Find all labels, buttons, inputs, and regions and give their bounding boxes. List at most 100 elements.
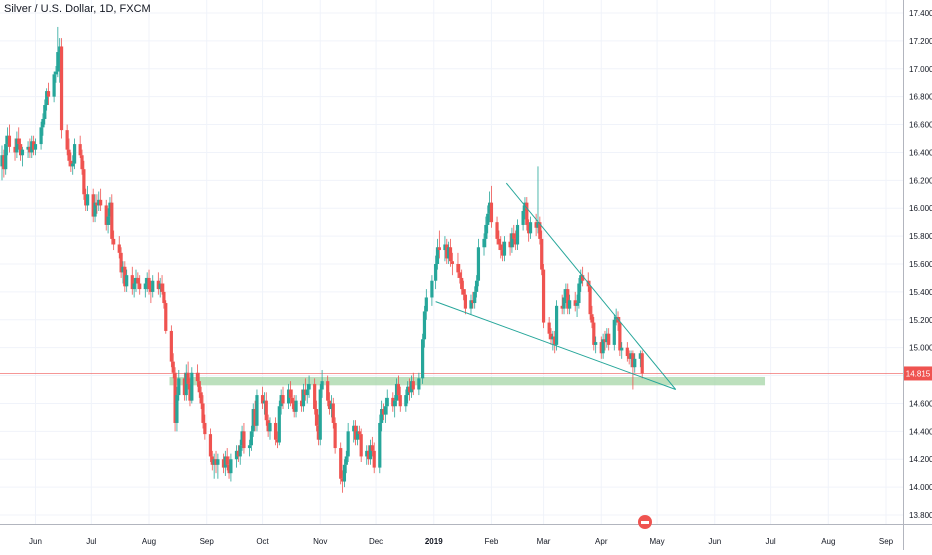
- candle-body: [225, 456, 229, 465]
- chart-title: Silver / U.S. Dollar, 1D, FXCM: [4, 3, 151, 15]
- candle-body: [69, 160, 73, 167]
- candle-body: [487, 202, 492, 214]
- candle-body: [19, 144, 23, 156]
- candle-body: [577, 283, 581, 304]
- y-tick-label: 16.000: [909, 204, 932, 213]
- candle-body: [344, 456, 348, 465]
- candle-body: [629, 353, 633, 359]
- candle-body: [59, 46, 64, 131]
- candle-body: [182, 378, 186, 396]
- x-tick-label: Aug: [142, 537, 156, 546]
- x-tick-label: Apr: [595, 537, 608, 546]
- candle-body: [370, 445, 374, 451]
- candle-body: [528, 222, 533, 234]
- y-tick-label: 17.000: [909, 65, 932, 74]
- candle-body: [184, 372, 188, 396]
- candle-body: [463, 294, 468, 309]
- candle-body: [434, 264, 438, 281]
- candle-body: [627, 356, 631, 359]
- candle-body: [365, 450, 369, 457]
- candle-body: [145, 277, 149, 284]
- candle-body: [86, 194, 90, 206]
- candle-body: [130, 275, 134, 290]
- candle-body: [84, 194, 88, 206]
- x-tick-label: Nov: [313, 537, 327, 546]
- candle-body: [633, 358, 637, 368]
- candle-body: [91, 194, 95, 217]
- candle-body: [458, 272, 462, 278]
- candle-body: [262, 400, 267, 404]
- candle-body: [437, 247, 441, 251]
- candle-body: [603, 339, 607, 343]
- candle-body: [2, 155, 6, 170]
- candle-body: [527, 224, 531, 234]
- candle-body: [177, 378, 181, 396]
- x-tick-label: Sep: [200, 537, 215, 546]
- candle-body: [316, 425, 320, 440]
- x-tick-label: Jun: [29, 537, 42, 546]
- candle-body: [357, 431, 361, 435]
- candle-body: [26, 146, 30, 150]
- candle-body: [422, 311, 427, 340]
- candle-body: [502, 241, 507, 256]
- candle-body: [242, 431, 246, 449]
- candle-body: [149, 289, 153, 292]
- candle-body: [106, 216, 110, 225]
- candle-body: [208, 434, 213, 457]
- y-tick-label: 14.600: [909, 399, 932, 408]
- candle-body: [175, 395, 179, 423]
- candle-body: [158, 283, 162, 290]
- y-tick-label: 17.200: [909, 37, 932, 46]
- candle-body: [188, 383, 192, 401]
- candle-body: [227, 464, 231, 474]
- candle-body: [430, 280, 434, 298]
- candle-body: [601, 339, 605, 354]
- candle-body: [78, 144, 82, 156]
- candle-body: [151, 280, 155, 292]
- candle-body: [99, 199, 103, 206]
- candle-body: [307, 383, 311, 390]
- candle-body: [482, 238, 486, 248]
- y-tick-label: 14.000: [909, 483, 932, 492]
- candle-body: [162, 291, 166, 304]
- candle-body: [275, 439, 280, 443]
- candle-body: [515, 224, 520, 245]
- candle-body: [420, 339, 425, 379]
- candle-body: [171, 361, 175, 373]
- candle-body: [104, 205, 108, 225]
- candle-body: [383, 406, 387, 415]
- x-tick-label: Jun: [708, 537, 721, 546]
- candle-body: [551, 336, 555, 340]
- candle-body: [508, 241, 512, 248]
- candle-body: [52, 74, 56, 97]
- candle-body: [17, 138, 21, 145]
- candle-body: [404, 395, 408, 407]
- candle-body: [255, 395, 259, 426]
- candle-body: [110, 202, 114, 239]
- candle-body: [333, 422, 337, 449]
- candle-body: [476, 247, 481, 281]
- candle-body: [20, 149, 25, 156]
- candle-body: [125, 275, 129, 287]
- candle-body: [372, 450, 376, 468]
- candle-body: [156, 280, 160, 290]
- candle-body: [30, 141, 34, 153]
- candle-body: [398, 395, 402, 407]
- candle-body: [378, 422, 382, 468]
- candle-body: [469, 300, 473, 309]
- candle-body: [391, 397, 395, 407]
- candle-body: [287, 389, 291, 404]
- candle-body: [547, 322, 551, 334]
- candle-body: [234, 450, 239, 460]
- candle-body: [339, 448, 343, 479]
- candle-body: [72, 144, 77, 164]
- x-tick-label: Aug: [821, 537, 835, 546]
- candle-body: [484, 224, 488, 239]
- candle-body: [566, 289, 570, 309]
- candle-body: [553, 336, 557, 345]
- trendline-lower: [435, 301, 676, 390]
- x-tick-label: Jul: [86, 537, 96, 546]
- candle-body: [210, 456, 214, 465]
